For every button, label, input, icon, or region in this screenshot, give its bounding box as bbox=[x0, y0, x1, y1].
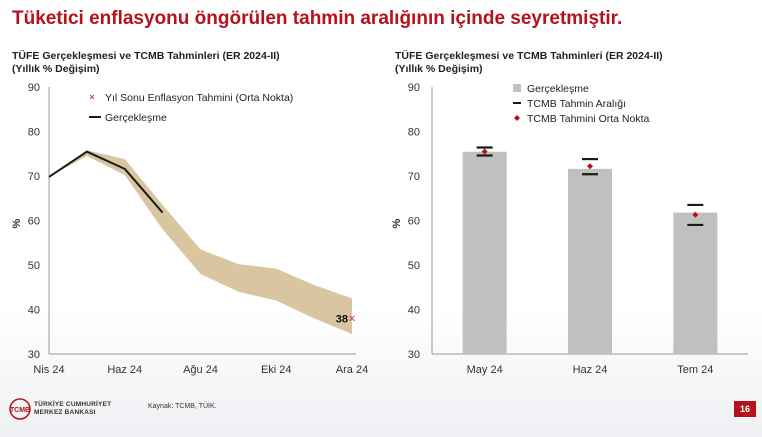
legend-midpoint-marker bbox=[514, 115, 520, 121]
right-y-tick-label: 40 bbox=[408, 305, 420, 317]
legend-range-label: TCMB Tahmin Aralığı bbox=[527, 98, 626, 110]
right-y-tick-label: 60 bbox=[408, 216, 420, 228]
right-y-tick-label: 80 bbox=[408, 127, 420, 139]
left-x-tick-label: Nis 24 bbox=[33, 364, 64, 376]
realized-bar bbox=[673, 212, 718, 354]
logo-mark: TCMB bbox=[10, 407, 30, 414]
page-number: 16 bbox=[734, 401, 756, 417]
right-y-axis-label: % bbox=[391, 219, 403, 229]
bank-name: TÜRKİYE CUMHURİYET MERKEZ BANKASI bbox=[34, 401, 111, 417]
left-y-tick-label: 70 bbox=[28, 171, 40, 183]
left-chart-heading-line1: TÜFE Gerçekleşmesi ve TCMB Tahminleri (E… bbox=[12, 50, 280, 62]
source-note: Kaynak: TCMB, TÜİK. bbox=[148, 403, 217, 410]
right-x-tick-label: Haz 24 bbox=[573, 364, 608, 376]
left-y-tick-label: 50 bbox=[28, 260, 40, 272]
legend-point-marker bbox=[89, 94, 95, 100]
midpoint-marker bbox=[692, 211, 699, 218]
legend-line-label: Gerçekleşme bbox=[105, 112, 167, 124]
left-y-axis-label: % bbox=[11, 219, 23, 229]
right-y-tick-label: 70 bbox=[408, 171, 420, 183]
left-x-tick-label: Haz 24 bbox=[107, 364, 142, 376]
left-x-tick-label: Ağu 24 bbox=[183, 364, 218, 376]
right-chart-heading-line1: TÜFE Gerçekleşmesi ve TCMB Tahminleri (E… bbox=[395, 50, 663, 62]
legend-bar-label: Gerçekleşme bbox=[527, 83, 589, 95]
right-x-tick-label: Tem 24 bbox=[677, 364, 713, 376]
right-y-tick-label: 90 bbox=[408, 82, 420, 94]
realized-bar bbox=[568, 168, 612, 354]
realized-bar bbox=[462, 151, 507, 354]
right-chart-heading: TÜFE Gerçekleşmesi ve TCMB Tahminleri (E… bbox=[395, 50, 663, 76]
legend-midpoint-label: TCMB Tahmini Orta Nokta bbox=[527, 113, 649, 125]
bank-name-line2: MERKEZ BANKASI bbox=[34, 409, 96, 416]
tcmb-logo-icon: TCMB bbox=[9, 398, 31, 420]
left-chart-heading: TÜFE Gerçekleşmesi ve TCMB Tahminleri (E… bbox=[12, 50, 280, 76]
forecast-band bbox=[49, 150, 352, 334]
left-y-tick-label: 40 bbox=[28, 305, 40, 317]
legend-point-label: Yıl Sonu Enflasyon Tahmini (Orta Nokta) bbox=[105, 92, 293, 104]
bank-name-line1: TÜRKİYE CUMHURİYET bbox=[34, 401, 112, 408]
right-chart-heading-line2: (Yıllık % Değişim) bbox=[395, 63, 483, 75]
slide-title: Tüketici enflasyonu öngörülen tahmin ara… bbox=[12, 8, 623, 29]
right-y-tick-label: 30 bbox=[408, 349, 420, 361]
left-y-tick-label: 30 bbox=[28, 349, 40, 361]
left-y-tick-label: 80 bbox=[28, 127, 40, 139]
midpoint-marker bbox=[587, 163, 593, 170]
left-y-tick-label: 60 bbox=[28, 216, 40, 228]
left-chart-heading-line2: (Yıllık % Değişim) bbox=[12, 63, 100, 75]
year-end-point bbox=[349, 315, 355, 322]
right-x-tick-label: May 24 bbox=[467, 364, 503, 376]
right-y-tick-label: 50 bbox=[408, 260, 420, 272]
legend-bar-marker bbox=[513, 84, 521, 92]
year-end-point-label: 38 bbox=[336, 313, 348, 325]
left-x-tick-label: Eki 24 bbox=[261, 364, 292, 376]
realized-line bbox=[48, 150, 164, 214]
left-y-tick-label: 90 bbox=[28, 82, 40, 94]
left-x-tick-label: Ara 24 bbox=[336, 364, 368, 376]
midpoint-marker bbox=[481, 148, 488, 155]
